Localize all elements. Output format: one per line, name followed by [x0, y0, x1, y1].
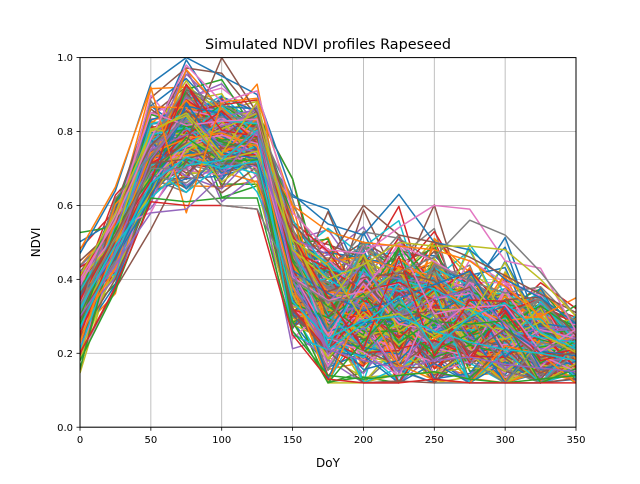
y-tick-label: 0.6 — [57, 201, 73, 212]
plot-frame — [79, 57, 577, 428]
ndvi-profile-line — [80, 113, 576, 384]
y-tick-label: 0.0 — [57, 423, 73, 434]
x-axis-label: DoY — [316, 456, 341, 470]
ndvi-profile-line — [80, 111, 576, 352]
ndvi-profile-line — [80, 101, 576, 317]
y-tick-label: 0.2 — [57, 349, 73, 360]
x-tick-label: 250 — [425, 435, 444, 446]
ndvi-profile-line — [80, 102, 576, 357]
y-axis-label: NDVI — [29, 228, 43, 258]
y-tick-label: 0.8 — [57, 127, 73, 138]
ndvi-profile-line — [80, 57, 576, 314]
ndvi-profile-line — [80, 197, 576, 384]
ndvi-profile-line — [80, 137, 576, 358]
axis-ticks: 0 50 100 150 200 250 300 350 0.0 0.2 0.4 0.6 0.8 1.0 — [57, 53, 585, 446]
ndvi-profile-line — [80, 64, 576, 332]
x-tick-label: 200 — [354, 435, 373, 446]
chart-title: Simulated NDVI profiles Rapeseed — [205, 37, 451, 53]
ndvi-profile-line — [80, 156, 576, 362]
ndvi-profile-line — [80, 109, 576, 356]
ndvi-profile-line — [80, 68, 576, 352]
ndvi-profile-line — [80, 136, 576, 384]
ndvi-profile-line — [80, 200, 576, 384]
y-tick-label: 1.0 — [57, 53, 73, 64]
ndvi-profile-line — [80, 167, 576, 317]
y-tick-label: 0.4 — [57, 275, 73, 286]
x-tick-label: 50 — [144, 435, 157, 446]
x-tick-label: 100 — [212, 435, 231, 446]
ndvi-profile-line — [80, 130, 576, 373]
x-tick-label: 0 — [77, 435, 83, 446]
x-tick-label: 350 — [566, 435, 585, 446]
x-tick-label: 300 — [496, 435, 515, 446]
x-tick-label: 150 — [283, 435, 302, 446]
ndvi-profile-line — [80, 113, 576, 352]
ndvi-profile-line — [80, 87, 576, 324]
ndvi-profile-line — [80, 86, 576, 318]
ndvi-profile-line — [80, 83, 576, 362]
series-lines — [80, 57, 576, 384]
